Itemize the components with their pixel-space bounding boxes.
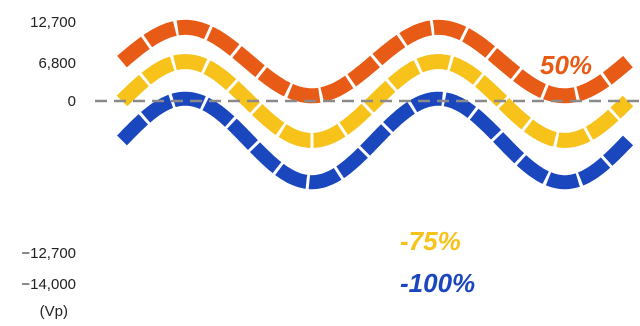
- y-tick-label-neg14000: −14,000: [21, 276, 76, 293]
- y-tick-label-0: 0: [68, 93, 76, 110]
- wave-series-0: [117, 19, 633, 104]
- y-tick-label-12700: 12,700: [30, 14, 76, 31]
- wave-series-1: [116, 54, 634, 148]
- y-axis-labels: 12,700 6,800 0 −12,700 −14,000 (Vp): [21, 14, 76, 320]
- series-labels: 50% -75% -100%: [400, 50, 592, 298]
- series-label-neg100: -100%: [400, 268, 475, 298]
- wave-series-group: [116, 19, 634, 190]
- y-tick-label-6800: 6,800: [38, 55, 76, 72]
- y-axis-unit-label: (Vp): [40, 303, 68, 320]
- series-label-50: 50%: [540, 50, 592, 80]
- wave-series-2: [117, 91, 634, 190]
- series-label-neg75: -75%: [400, 226, 461, 256]
- y-tick-label-neg12700: −12,700: [21, 245, 76, 262]
